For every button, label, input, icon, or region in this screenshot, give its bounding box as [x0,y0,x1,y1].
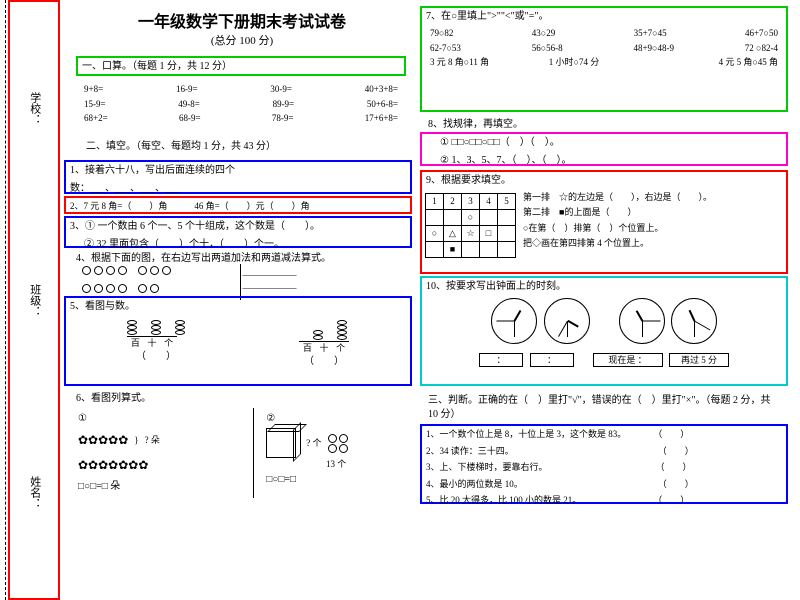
clock-icon [619,298,665,344]
student-info-sidebar: 学校： 班级： 姓名： [8,0,60,600]
left-column: 一年级数学下册期末考试试卷 (总分 100 分) 一、口算。（每题 1 分，共 … [72,0,412,56]
binding-line [0,0,6,600]
table-row: 62-7○5356○56-848+9○48-972 ○82-4 [422,41,786,56]
q5-text: 5、看图与数。 [66,298,410,316]
label-class: 班级： [26,284,41,317]
sec3-box: 1、一个数个位上是 8，十位上是 3，这个数是 83。 （ ） 2、34 读作：… [420,424,788,504]
exam-subtitle: (总分 100 分) [72,34,412,49]
clocks-row [422,296,786,351]
judge-item: 5、比 20 大得多，比 100 小的数是 21。 （ ） [422,492,786,509]
q10-heading: 10、按要求写出钟面上的时刻。 [422,278,786,296]
label-school: 学校： [26,92,41,125]
flower-icon: ✿✿✿✿✿ [78,432,128,449]
q6-area: 6、看图列算式。 ① ✿✿✿✿✿ } ? 朵 ✿✿✿✿✿✿✿ □○□=□ 朵 ②… [72,390,412,498]
q7-heading: 7、在○里填上">""<"或"="。 [422,8,786,26]
q8-line1: ① □□○□□○□□（ ）（ ）。 [422,134,786,152]
q7-box: 7、在○里填上">""<"或"="。 79○8243○2935+7○4546+7… [420,6,788,112]
label-name: 姓名： [26,476,41,509]
table-row: 3 元 8 角○11 角1 小时○74 分4 元 5 角○45 角 [422,55,786,70]
clock-icon [544,298,590,344]
exam-title: 一年级数学下册期末考试试卷 [72,12,412,34]
q2-box: 2、7 元 8 角=（ ）角 46 角=（ ）元（ ）角 [64,196,412,214]
clock-icon [671,298,717,344]
q3-box: 3、① 一个数由 6 个一、5 个十组成，这个数是（ ）。 ② 32 里面包含（… [64,216,412,248]
q9-box: 9、根据要求填空。 12345 ○ ○△☆□ ■ 第一排 ☆的左边是（ ），右边… [420,170,788,274]
q3a: 3、① 一个数由 6 个一、5 个十组成，这个数是（ ）。 [66,218,410,236]
eq-box: □○□=□ 朵 [74,478,251,496]
q1-text: 1、接着六十八，写出后面连续的四个 [66,162,410,180]
judge-item: 1、一个数个位上是 8，十位上是 3，这个数是 83。 （ ） [422,426,786,443]
sec1-heading-box: 一、口算。（每题 1 分，共 12 分） [76,56,406,76]
q1-box: 1、接着六十八，写出后面连续的四个 数：___、___、___、___ [64,160,412,194]
abacus-figures: 百十个 （ ） 百十个 （ ） [66,316,410,373]
judge-item: 4、最小的两位数是 10。 （ ） [422,476,786,493]
q8-line2: ② 1、3、5、7、（ ）、（ ）。 [422,152,786,170]
q10-box: 10、按要求写出钟面上的时刻。 ： ： 现在是 ： 再过 5 分 [420,276,788,386]
abacus-2: 百十个 （ ） [299,320,349,369]
q8-box: ① □□○□□○□□（ ）（ ）。 ② 1、3、5、7、（ ）、（ ）。 [420,132,788,166]
judge-item: 2、34 读作：三十四。 （ ） [422,443,786,460]
q4-figure: ________________________ [72,264,412,300]
abacus-1: 百十个 （ ） [127,320,185,369]
sec1-body: 9+8= 16-9= 30-9= 40+3+8= 15-9= 49-8= 89-… [76,82,406,126]
table-row: 68+2= 68-9= 78-9= 17+6+8= [76,111,406,126]
cube-icon [266,428,296,458]
clock-icon [491,298,537,344]
q2-text: 2、7 元 8 角=（ ）角 46 角=（ ）元（ ）角 [66,198,410,215]
sec3-heading: 三、判断。正确的在（ ）里打"√"，错误的在（ ）里打"×"。（每题 2 分，共… [424,392,784,424]
table-row: 9+8= 16-9= 30-9= 40+3+8= [76,82,406,97]
judge-item: 3、上、下楼梯时，要靠右行。 （ ） [422,459,786,476]
table-row: 15-9= 49-8= 89-9= 50+6-8= [76,97,406,112]
q5-box: 5、看图与数。 百十个 （ ） 百十个 （ ） [64,296,412,386]
q9-heading: 9、根据要求填空。 [422,172,786,190]
q6-text: 6、看图列算式。 [72,390,412,408]
sec1-heading: 一、口算。（每题 1 分，共 12 分） [78,58,404,76]
sec2-heading: 二、填空。（每空、每题均 1 分，共 43 分） [82,138,280,156]
position-grid: 12345 ○ ○△☆□ ■ [425,193,516,258]
table-row: 79○8243○2935+7○4546+7○50 [422,26,786,41]
